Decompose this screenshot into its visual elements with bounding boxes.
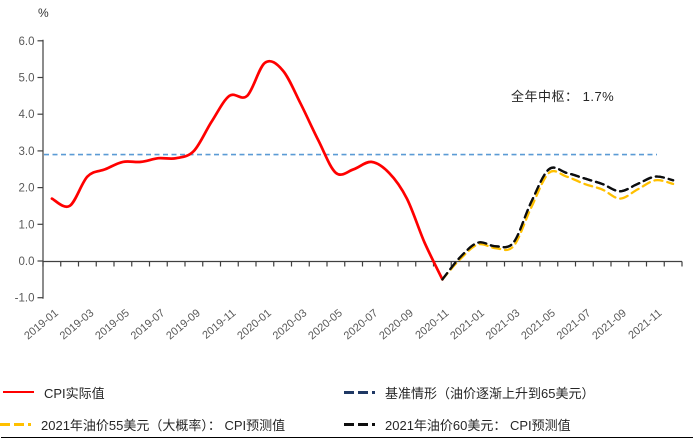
legend-item-oil-55: 2021年油价55美元（大概率）： CPI预测值: [0, 416, 286, 433]
x-tick-label: 2020-03: [271, 307, 310, 342]
x-tick-label: 2019-03: [58, 307, 97, 342]
x-tick-label: 2021-05: [519, 307, 558, 342]
y-tick-label: 3.0: [19, 146, 35, 158]
x-tick-label: 2020-05: [306, 307, 345, 342]
x-tick-label: 2019-09: [164, 307, 203, 342]
legend-label: CPI实际值: [44, 385, 105, 401]
y-tick-label: 4.0: [19, 109, 35, 121]
y-tick-label: 5.0: [19, 73, 35, 85]
legend-line-swatch-navy: [344, 390, 378, 394]
y-tick-label: 6.0: [19, 36, 35, 48]
x-tick-label: 2020-11: [413, 307, 451, 342]
annual-center-annotation: 全年中枢： 1.7%: [511, 89, 615, 104]
legend-item-oil-60: 2021年油价60美元： CPI预测值: [344, 416, 571, 433]
legend-item-baseline-65: 基准情形（油价逐渐上升到65美元）: [344, 384, 595, 401]
x-tick-label: 2019-07: [129, 307, 168, 342]
y-tick-label: -1.0: [15, 293, 35, 305]
legend-item-cpi-actual: CPI实际值: [3, 384, 105, 401]
x-tick-label: 2021-03: [484, 307, 523, 342]
legend-line-swatch-black: [344, 422, 378, 426]
series-line-2: [441, 169, 675, 281]
x-tick-label: 2019-11: [200, 307, 238, 342]
y-axis-tick-labels: 6.0 5.0 4.0 3.0 2.0 1.0 0.0 -1.0: [15, 36, 35, 305]
axes: [37, 39, 683, 299]
y-axis-unit-label: %: [38, 6, 49, 20]
x-tick-label: 2021-09: [590, 307, 629, 342]
x-axis-tick-labels: 2019-012019-032019-052019-072019-092019-…: [22, 307, 664, 342]
x-tick-label: 2020-09: [377, 307, 416, 342]
legend-label: 2021年油价60美元： CPI预测值: [385, 417, 571, 433]
legend-label: 2021年油价55美元（大概率）： CPI预测值: [41, 417, 286, 433]
x-tick-label: 2020-01: [235, 307, 274, 342]
line-chart-canvas: 6.05.04.03.02.01.00.0-1.02019-012019-032…: [15, 36, 683, 342]
chart-bottom-border: [1, 437, 693, 438]
x-tick-label: 2021-01: [448, 307, 487, 342]
series-line-3: [441, 166, 675, 281]
legend-line-swatch-yellow: [0, 422, 34, 426]
x-tick-label: 2021-11: [626, 307, 664, 342]
legend-label: 基准情形（油价逐渐上升到65美元）: [385, 385, 595, 401]
y-tick-label: 1.0: [19, 219, 35, 231]
x-tick-label: 2019-01: [22, 307, 61, 342]
y-tick-label: 2.0: [19, 183, 35, 195]
legend-line-swatch-red: [3, 390, 37, 394]
y-tick-label: 0.0: [19, 256, 35, 268]
x-tick-label: 2019-05: [93, 307, 132, 342]
x-tick-label: 2021-07: [555, 307, 594, 342]
x-tick-label: 2020-07: [342, 307, 381, 342]
series-line-0: [50, 59, 444, 281]
